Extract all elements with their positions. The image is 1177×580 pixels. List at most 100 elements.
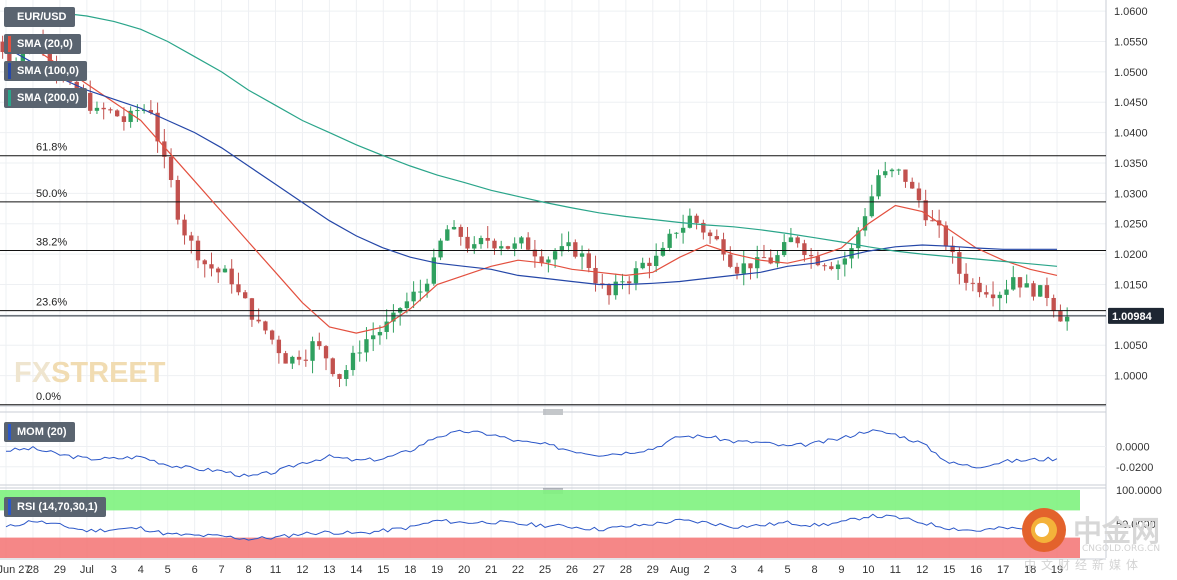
candle-up	[371, 335, 376, 340]
candle-down	[182, 219, 187, 236]
last-price-tag	[1108, 307, 1164, 324]
rsi-line	[5, 513, 1058, 541]
candle-down	[337, 374, 342, 379]
price-tick-label: 1.0400	[1114, 128, 1148, 140]
mom-tag[interactable]: MOM (20)	[4, 422, 75, 442]
mom-line	[5, 429, 1058, 478]
candle-down	[970, 282, 975, 284]
candle-up	[849, 248, 854, 259]
candle-down	[734, 266, 740, 274]
candle-down	[67, 80, 73, 82]
date-tick-label: 17	[997, 564, 1009, 576]
candle-down	[101, 107, 106, 110]
candle-up	[579, 253, 585, 257]
sma100-label: SMA (100,0)	[17, 65, 79, 77]
candle-down	[977, 282, 982, 293]
date-tick-label: 14	[350, 564, 362, 576]
date-tick-label: 6	[192, 564, 198, 576]
candle-down	[458, 226, 463, 237]
date-tick-label: Jul	[80, 564, 94, 576]
candle-down	[492, 240, 497, 249]
fib-label: 23.6%	[36, 297, 67, 309]
candle-up	[552, 251, 558, 260]
price-tick-label: 1.0000	[1114, 371, 1148, 383]
candle-up	[546, 259, 551, 263]
sma100-line	[5, 47, 1057, 286]
candle-up	[310, 341, 315, 361]
candle-up	[687, 215, 693, 228]
candle-down	[148, 110, 154, 113]
candle-up	[512, 243, 517, 249]
price-tick-label: 1.0150	[1114, 279, 1148, 291]
candle-down	[1044, 285, 1050, 298]
candle-up	[290, 356, 295, 364]
candle-down	[903, 169, 908, 182]
date-tick-label: 7	[219, 564, 225, 576]
candle-up	[755, 257, 760, 269]
candle-up	[613, 281, 618, 296]
date-tick-label: 21	[485, 564, 497, 576]
candle-up	[418, 291, 423, 293]
candle-up	[1038, 285, 1043, 297]
candle-down	[485, 237, 490, 241]
sma100-tag[interactable]: SMA (100,0)	[4, 61, 87, 81]
candle-up	[896, 169, 901, 171]
sma20-swatch	[8, 36, 11, 52]
candle-up	[478, 237, 484, 245]
date-tick-label: 16	[970, 564, 982, 576]
sma20-line	[5, 34, 1058, 334]
rsi-tag[interactable]: RSI (14,70,30,1)	[4, 497, 106, 517]
candle-down	[694, 215, 699, 223]
rsi-tick-label: 100.0000	[1116, 485, 1162, 497]
candle-up	[472, 244, 477, 249]
candle-up	[222, 268, 228, 273]
fib-label: 50.0%	[36, 188, 67, 200]
candle-up	[424, 283, 430, 292]
date-tick-label: 15	[377, 564, 389, 576]
candle-down	[768, 257, 773, 264]
candle-up	[633, 268, 639, 284]
candle-up	[680, 227, 686, 233]
candle-down	[593, 267, 598, 284]
candle-up	[499, 246, 504, 249]
candle-down	[505, 246, 511, 249]
sma200-tag[interactable]: SMA (200,0)	[4, 88, 87, 108]
candle-down	[714, 236, 719, 240]
candle-down	[586, 253, 591, 268]
date-tick-label: 4	[138, 564, 144, 576]
candle-up	[620, 281, 625, 283]
symbol-tag[interactable]: EUR/USD	[4, 7, 75, 27]
date-tick-label: 29	[647, 564, 659, 576]
sma20-tag[interactable]: SMA (20,0)	[4, 34, 81, 54]
candle-down	[701, 222, 706, 233]
date-tick-label: 26	[566, 564, 578, 576]
price-tick-label: 1.0200	[1114, 249, 1148, 261]
candle-down	[815, 256, 821, 266]
price-tick-label: 1.0350	[1114, 158, 1148, 170]
mom-tick-label: 0.0000	[1116, 441, 1150, 453]
candle-down	[263, 321, 268, 331]
cngold-brand: 中金网	[1073, 514, 1161, 548]
candle-down	[1017, 277, 1023, 288]
candle-down	[243, 292, 248, 299]
candle-up	[404, 301, 410, 309]
date-tick-label: 2	[704, 564, 710, 576]
candle-down	[88, 92, 93, 111]
date-tick-label: 18	[1024, 564, 1036, 576]
date-tick-label: 5	[165, 564, 171, 576]
date-tick-label: 4	[758, 564, 764, 576]
candle-down	[249, 298, 255, 320]
candle-down	[930, 220, 935, 222]
candle-down	[317, 341, 322, 347]
price-tick-label: 1.0250	[1114, 219, 1148, 231]
candle-up	[566, 242, 571, 247]
candle-down	[532, 249, 538, 257]
candle-up	[782, 242, 787, 256]
candle-down	[984, 292, 989, 295]
candle-up	[667, 233, 672, 248]
candle-up	[451, 226, 457, 230]
candle-up	[411, 291, 416, 302]
mom-label: MOM (20)	[17, 426, 67, 438]
date-tick-label: 18	[404, 564, 416, 576]
price-tick-label: 1.0500	[1114, 67, 1148, 79]
